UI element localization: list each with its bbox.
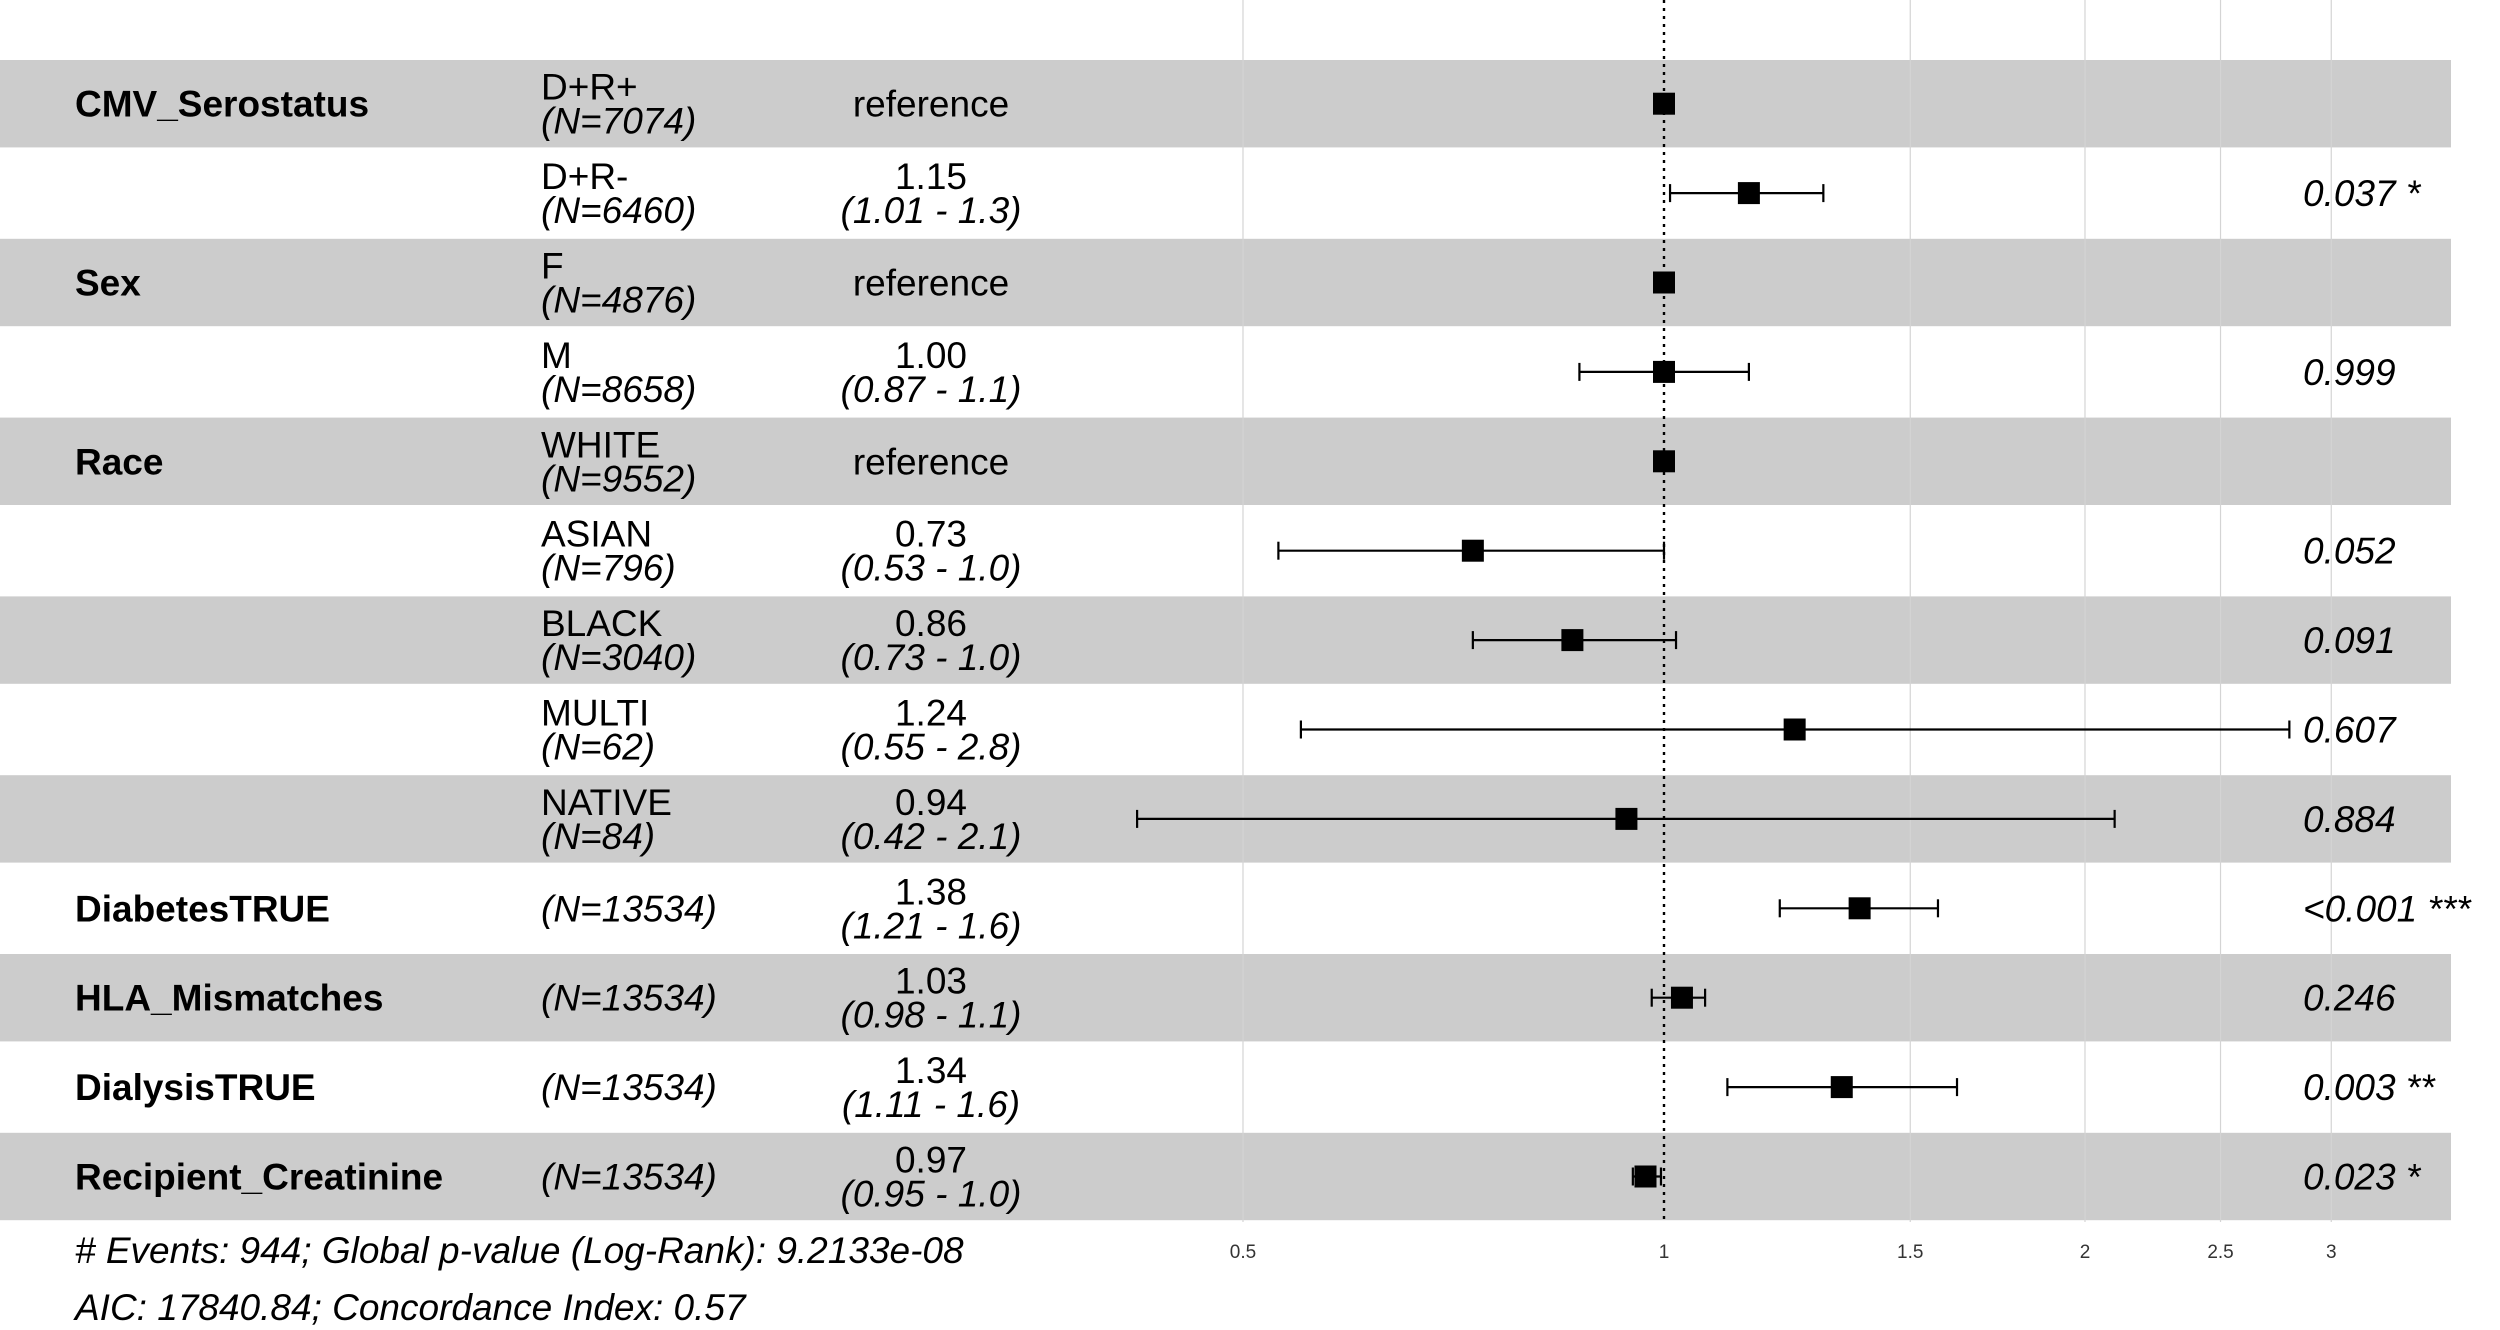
hr-label: 0.94	[895, 782, 967, 823]
p-value-label: 0.052	[2303, 531, 2396, 572]
p-value-label: 0.246	[2303, 978, 2396, 1019]
hr-marker	[1737, 182, 1760, 205]
row-bands	[0, 60, 2451, 1221]
variable-label: Race	[75, 441, 163, 482]
ci-label: (0.53 - 1.0)	[841, 548, 1022, 589]
x-tick-label: 0.5	[1230, 1242, 1256, 1263]
estimate-marks	[1136, 92, 2291, 1188]
row-band	[0, 596, 2451, 684]
hr-marker	[1653, 92, 1675, 115]
p-value-label: 0.884	[2303, 799, 2396, 840]
p-value-label: 0.091	[2303, 620, 2396, 661]
hr-marker	[1783, 718, 1806, 741]
p-value-label: 0.003 **	[2303, 1067, 2436, 1108]
p-value-label: 0.999	[2303, 352, 2396, 393]
hr-label: 0.97	[895, 1140, 967, 1181]
x-tick-label: 3	[2326, 1242, 2337, 1263]
hr-label: 0.73	[895, 514, 967, 555]
ci-label: (0.87 - 1.1)	[841, 369, 1022, 410]
n-label: (N=13534)	[541, 978, 717, 1019]
p-value-label: <0.001 ***	[2303, 888, 2472, 929]
row-band	[0, 60, 2451, 148]
hr-marker	[1561, 629, 1584, 652]
level-label: D+R+	[541, 67, 638, 108]
hr-marker	[1653, 271, 1675, 294]
n-label: (N=62)	[541, 727, 655, 768]
n-label: (N=13534)	[541, 1067, 717, 1108]
row-band	[0, 417, 2451, 505]
x-axis: 0.5 1 1.5 2 2.5 3	[1230, 1242, 2337, 1263]
row-band	[0, 954, 2451, 1042]
n-label: (N=4876)	[541, 280, 696, 321]
ci-label: (0.98 - 1.1)	[841, 995, 1022, 1036]
variable-label: DialysisTRUE	[75, 1067, 316, 1108]
n-label: (N=13534)	[541, 1157, 717, 1198]
footer: # Events: 944; Global p-value (Log-Rank)…	[73, 1230, 964, 1328]
ci-label: (0.73 - 1.0)	[841, 637, 1022, 678]
x-tick-label: 1.5	[1897, 1242, 1923, 1263]
n-label: (N=6460)	[541, 190, 696, 231]
p-value-label: 0.023 *	[2303, 1157, 2422, 1198]
x-tick-label: 1	[1659, 1242, 1670, 1263]
level-label: M	[541, 335, 572, 376]
hr-label: 1.38	[895, 871, 967, 912]
n-label: (N=84)	[541, 816, 655, 857]
hr-marker	[1653, 360, 1675, 383]
n-label: (N=13534)	[541, 888, 717, 929]
x-tick-label: 2	[2080, 1242, 2091, 1263]
x-tick-label: 2.5	[2207, 1242, 2233, 1263]
ci-label: (0.42 - 2.1)	[841, 816, 1022, 857]
variable-label: Sex	[75, 263, 141, 304]
grid-lines	[1242, 0, 2332, 1222]
ci-label: (1.01 - 1.3)	[841, 190, 1022, 231]
level-label: MULTI	[541, 693, 649, 734]
n-label: (N=9552)	[541, 458, 696, 499]
variable-label: CMV_Serostatus	[75, 84, 369, 125]
footer-events: # Events: 944; Global p-value (Log-Rank)…	[75, 1230, 964, 1271]
hr-label: 1.15	[895, 156, 967, 197]
hr-marker	[1634, 1165, 1657, 1188]
hr-marker	[1653, 450, 1675, 473]
hr-label: reference	[853, 84, 1009, 125]
hr-marker	[1615, 807, 1638, 830]
ci-label: (0.55 - 2.8)	[841, 727, 1022, 768]
p-value-label: 0.607	[2303, 710, 2397, 751]
ci-label: (1.21 - 1.6)	[841, 905, 1022, 946]
level-label: BLACK	[541, 603, 663, 644]
hr-label: 1.00	[895, 335, 967, 376]
hr-label: 1.34	[895, 1050, 967, 1091]
row-band	[0, 238, 2451, 327]
hr-label: 0.86	[895, 603, 967, 644]
row-band	[0, 1132, 2451, 1221]
ci-label: (0.95 - 1.0)	[841, 1174, 1022, 1215]
variable-label: DiabetesTRUE	[75, 888, 330, 929]
hr-marker	[1670, 986, 1693, 1009]
hr-marker	[1848, 897, 1871, 920]
hr-label: reference	[853, 441, 1009, 482]
level-label: NATIVE	[541, 782, 672, 823]
level-label: ASIAN	[541, 514, 652, 555]
hr-label: reference	[853, 263, 1009, 304]
n-label: (N=8658)	[541, 369, 696, 410]
n-label: (N=7074)	[541, 101, 696, 142]
table-columns: CMV_Serostatus D+R+(N=7074) referenceD+R-(…	[75, 67, 2472, 1215]
hr-marker	[1830, 1076, 1853, 1099]
variable-label: Recipient_Creatinine	[75, 1157, 443, 1198]
n-label: (N=3040)	[541, 637, 696, 678]
footer-aic: AIC: 17840.84; Concordance Index: 0.57	[73, 1287, 747, 1328]
hr-label: 1.03	[895, 961, 967, 1002]
level-label: WHITE	[541, 424, 660, 465]
variable-label: HLA_Mismatches	[75, 978, 383, 1019]
ci-label: (1.11 - 1.6)	[842, 1084, 1020, 1125]
level-label: F	[541, 246, 564, 287]
p-value-label: 0.037 *	[2303, 173, 2422, 214]
n-label: (N=796)	[541, 548, 676, 589]
hr-label: 1.24	[895, 693, 967, 734]
level-label: D+R-	[541, 156, 628, 197]
hr-marker	[1461, 539, 1484, 562]
